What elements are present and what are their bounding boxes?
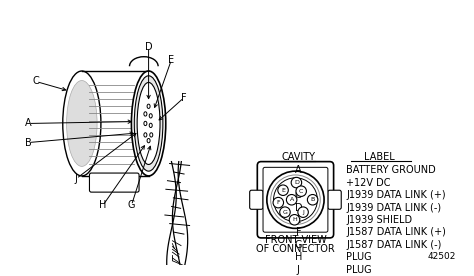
Text: F: F: [181, 93, 187, 103]
Text: E: E: [281, 188, 285, 193]
Text: D: D: [294, 203, 302, 213]
Text: OF CONNECTOR: OF CONNECTOR: [256, 244, 335, 254]
Text: A: A: [290, 197, 294, 202]
Circle shape: [278, 185, 288, 195]
Ellipse shape: [134, 76, 163, 171]
Text: J1939 SHIELD: J1939 SHIELD: [346, 215, 412, 225]
Circle shape: [307, 195, 318, 205]
Text: D: D: [145, 42, 153, 52]
Ellipse shape: [144, 133, 147, 137]
Circle shape: [280, 207, 290, 217]
Ellipse shape: [131, 71, 166, 176]
Ellipse shape: [147, 139, 150, 143]
Circle shape: [271, 175, 320, 225]
Text: F: F: [276, 200, 280, 205]
Text: E: E: [295, 215, 301, 225]
Text: B: B: [25, 137, 32, 148]
Text: C: C: [299, 189, 303, 194]
Ellipse shape: [150, 133, 153, 137]
Circle shape: [273, 178, 318, 222]
Text: H: H: [99, 200, 107, 211]
Text: PLUG: PLUG: [346, 265, 372, 275]
Text: J1939 DATA LINK (+): J1939 DATA LINK (+): [346, 190, 446, 200]
Text: J: J: [297, 265, 300, 275]
Ellipse shape: [147, 104, 150, 108]
FancyBboxPatch shape: [250, 190, 263, 209]
Circle shape: [289, 214, 300, 225]
Text: G: G: [283, 210, 287, 215]
Ellipse shape: [149, 123, 152, 128]
Text: J1587 DATA LINK (-): J1587 DATA LINK (-): [346, 240, 441, 250]
Text: B: B: [310, 197, 315, 202]
Circle shape: [273, 197, 283, 208]
Ellipse shape: [66, 81, 97, 166]
Ellipse shape: [144, 121, 147, 126]
Ellipse shape: [63, 71, 101, 176]
Text: G: G: [294, 240, 302, 250]
Text: E: E: [168, 55, 174, 65]
Text: H: H: [295, 252, 302, 262]
Ellipse shape: [137, 83, 160, 164]
Circle shape: [298, 207, 308, 217]
Text: J1587 DATA LINK (+): J1587 DATA LINK (+): [346, 227, 446, 237]
Text: CAVITY: CAVITY: [282, 152, 315, 162]
Text: C: C: [295, 190, 301, 200]
FancyBboxPatch shape: [328, 190, 341, 209]
Ellipse shape: [149, 114, 152, 118]
Text: J: J: [302, 210, 304, 215]
Text: 42502: 42502: [427, 252, 456, 261]
Circle shape: [286, 195, 297, 205]
Ellipse shape: [144, 112, 147, 116]
Circle shape: [267, 171, 324, 228]
Text: A: A: [25, 118, 32, 128]
Text: D: D: [294, 180, 299, 185]
Text: F: F: [295, 227, 301, 237]
FancyBboxPatch shape: [257, 162, 334, 238]
Text: LABEL: LABEL: [364, 152, 395, 162]
FancyBboxPatch shape: [263, 167, 328, 232]
Text: G: G: [128, 200, 135, 211]
Text: H: H: [292, 217, 297, 222]
Circle shape: [296, 186, 306, 197]
Text: A: A: [295, 165, 301, 176]
Text: C: C: [33, 76, 39, 86]
Text: FRONT VIEW: FRONT VIEW: [264, 235, 326, 245]
Text: J1939 DATA LINK (-): J1939 DATA LINK (-): [346, 203, 441, 213]
Circle shape: [291, 177, 301, 188]
Text: J: J: [75, 174, 78, 184]
FancyBboxPatch shape: [90, 173, 139, 192]
Text: BATTERY GROUND: BATTERY GROUND: [346, 165, 436, 176]
Text: +12V DC: +12V DC: [346, 178, 391, 188]
Text: B: B: [295, 178, 301, 188]
Text: PLUG: PLUG: [346, 252, 372, 262]
